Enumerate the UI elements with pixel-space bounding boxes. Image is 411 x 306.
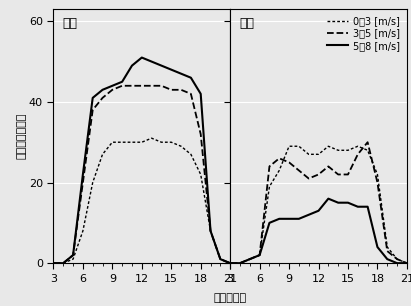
Legend: 0～3 [m/s], 3～5 [m/s], 5～8 [m/s]: 0～3 [m/s], 3～5 [m/s], 5～8 [m/s] <box>325 14 402 53</box>
Text: 帯広: 帯広 <box>62 17 77 30</box>
Text: 幾寢: 幾寢 <box>239 17 254 30</box>
Y-axis label: 日照時間［分］: 日照時間［分］ <box>16 113 26 159</box>
Text: 時間［時］: 時間［時］ <box>214 293 247 303</box>
